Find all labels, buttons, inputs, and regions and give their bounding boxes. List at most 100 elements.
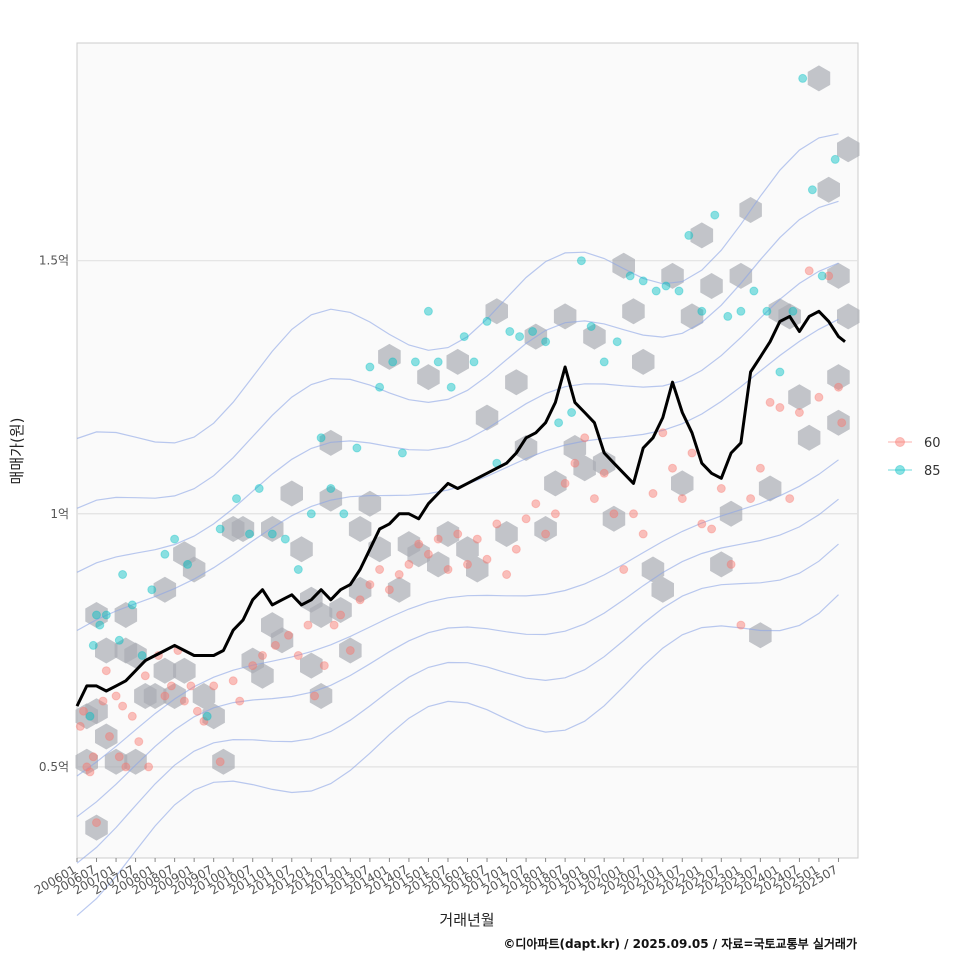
point-60 bbox=[824, 271, 834, 281]
point-60 bbox=[775, 403, 785, 412]
y-tick-label: 0.5억 bbox=[39, 760, 69, 774]
point-60 bbox=[677, 494, 687, 504]
point-60 bbox=[248, 661, 258, 671]
hex-bin bbox=[85, 602, 108, 628]
hex-bin bbox=[329, 597, 352, 623]
point-85 bbox=[183, 559, 193, 569]
point-85 bbox=[280, 534, 290, 544]
point-60 bbox=[541, 529, 551, 539]
hex-bin bbox=[378, 343, 401, 370]
hex-bin bbox=[309, 683, 333, 709]
point-60 bbox=[648, 489, 658, 498]
point-85 bbox=[697, 306, 707, 316]
hex-bin bbox=[817, 176, 840, 203]
point-60 bbox=[668, 463, 677, 473]
hex-bin bbox=[95, 637, 118, 664]
point-60 bbox=[433, 534, 443, 544]
point-85 bbox=[170, 534, 180, 544]
point-60 bbox=[687, 448, 697, 458]
point-60 bbox=[658, 428, 668, 438]
point-85 bbox=[567, 408, 577, 417]
point-85 bbox=[101, 610, 111, 620]
point-60 bbox=[384, 585, 394, 595]
hex-bin bbox=[671, 470, 694, 497]
point-60 bbox=[186, 681, 196, 691]
point-60 bbox=[755, 463, 765, 473]
point-60 bbox=[160, 691, 170, 701]
hex-bin bbox=[466, 556, 489, 583]
contour-line bbox=[76, 543, 839, 864]
point-85 bbox=[316, 433, 326, 443]
point-60 bbox=[82, 762, 92, 772]
point-60 bbox=[423, 549, 433, 559]
point-60 bbox=[319, 661, 329, 671]
hex-bin bbox=[348, 576, 372, 603]
point-85 bbox=[306, 509, 316, 519]
point-85 bbox=[469, 357, 479, 367]
point-85 bbox=[684, 230, 694, 240]
point-85 bbox=[137, 651, 147, 660]
hex-bin bbox=[837, 303, 860, 330]
point-60 bbox=[144, 762, 154, 772]
point-85 bbox=[446, 382, 456, 392]
point-85 bbox=[423, 306, 433, 316]
point-60 bbox=[134, 737, 144, 747]
point-60 bbox=[85, 767, 95, 777]
point-85 bbox=[95, 620, 105, 630]
point-60 bbox=[511, 544, 521, 554]
hex-bin bbox=[602, 505, 626, 532]
point-85 bbox=[830, 154, 840, 164]
hex-bin bbox=[95, 723, 118, 750]
hex-bin bbox=[446, 348, 469, 375]
hex-bin bbox=[680, 303, 704, 330]
point-85 bbox=[352, 443, 362, 453]
hex-bin bbox=[534, 516, 557, 542]
hex-bin bbox=[75, 748, 98, 775]
point-60 bbox=[329, 620, 339, 630]
hex-bin bbox=[407, 541, 430, 568]
point-60 bbox=[492, 519, 502, 529]
point-60 bbox=[365, 580, 375, 590]
point-85 bbox=[397, 448, 407, 458]
point-60 bbox=[271, 640, 280, 650]
point-60 bbox=[414, 539, 424, 549]
contour-line bbox=[76, 594, 839, 917]
hex-bin bbox=[729, 262, 753, 289]
point-60 bbox=[209, 681, 219, 691]
contour-line bbox=[76, 459, 839, 777]
point-60 bbox=[785, 494, 795, 504]
point-85 bbox=[586, 322, 596, 331]
hex-bin bbox=[837, 136, 860, 163]
hex-bin bbox=[114, 602, 138, 628]
hex-bin bbox=[583, 323, 606, 350]
hex-bin bbox=[797, 424, 821, 451]
point-60 bbox=[111, 691, 121, 701]
hex-bin bbox=[749, 622, 772, 649]
hex-bin bbox=[553, 303, 577, 330]
hex-bin bbox=[387, 576, 411, 603]
point-60 bbox=[443, 565, 453, 574]
hex-bin bbox=[719, 500, 743, 527]
point-60 bbox=[463, 559, 472, 569]
point-60 bbox=[345, 646, 355, 655]
hex-bin bbox=[514, 435, 538, 461]
hex-bin bbox=[485, 298, 508, 325]
legend-label-85: 85 bbox=[924, 464, 941, 479]
point-85 bbox=[576, 256, 586, 266]
hex-bin bbox=[280, 480, 303, 507]
point-85 bbox=[254, 484, 264, 493]
point-85 bbox=[807, 185, 817, 195]
point-60 bbox=[765, 397, 775, 407]
point-60 bbox=[199, 716, 209, 726]
point-60 bbox=[599, 468, 609, 478]
point-60 bbox=[837, 418, 847, 428]
point-60 bbox=[560, 478, 570, 488]
point-60 bbox=[707, 524, 717, 534]
point-60 bbox=[804, 266, 814, 276]
point-60 bbox=[140, 671, 150, 681]
point-85 bbox=[92, 610, 101, 620]
point-85 bbox=[554, 418, 564, 428]
hex-bin bbox=[143, 683, 167, 709]
point-85 bbox=[410, 357, 420, 367]
